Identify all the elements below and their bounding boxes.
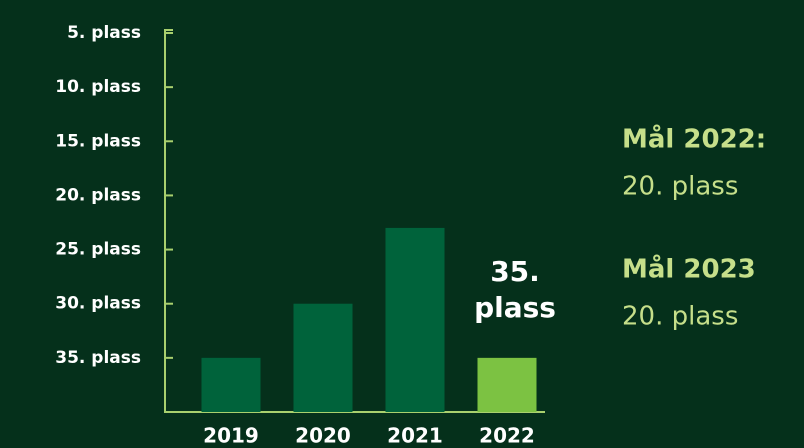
bar	[293, 303, 353, 412]
y-tick-label: 25. plass	[55, 240, 141, 260]
annotation-title: Mål 2022:	[622, 123, 766, 155]
x-tick-label: 2022	[479, 424, 535, 448]
bar	[477, 357, 537, 412]
bar	[201, 357, 261, 412]
x-tick-label: 2020	[295, 424, 351, 448]
value-label-line: plass	[474, 291, 556, 324]
y-tick-label: 15. plass	[55, 131, 141, 151]
bar	[385, 227, 445, 412]
y-tick-label: 35. plass	[55, 348, 141, 368]
y-tick-label: 10. plass	[55, 77, 141, 97]
annotation-text: 20. plass	[622, 302, 738, 332]
y-tick-label: 5. plass	[67, 23, 141, 43]
x-tick-label: 2019	[203, 424, 259, 448]
y-axis	[164, 29, 545, 413]
annotation-text: 20. plass	[622, 172, 738, 202]
y-tick-label: 30. plass	[55, 294, 141, 314]
value-label-line: 35.	[490, 255, 540, 288]
x-tick-label: 2021	[387, 424, 443, 448]
y-tick-label: 20. plass	[55, 185, 141, 205]
value-label: 35. plass	[474, 255, 556, 324]
annotation-title: Mål 2023	[622, 253, 756, 285]
